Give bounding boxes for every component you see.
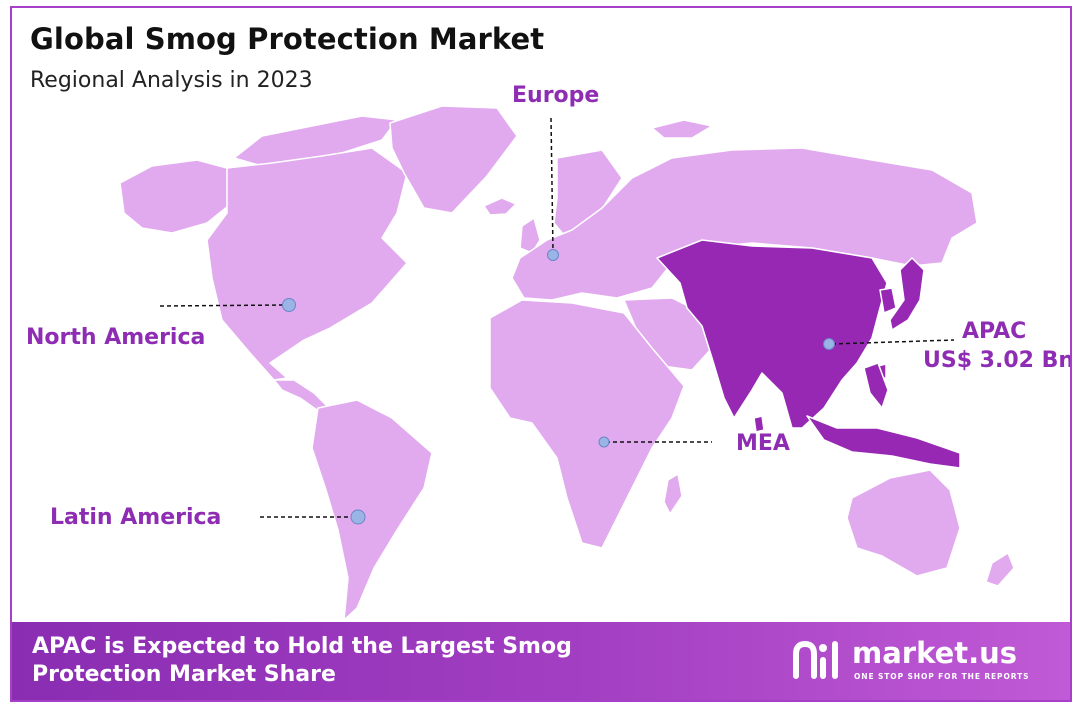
apac-label: APAC: [962, 319, 1027, 344]
russian-arctic-islands: [651, 119, 713, 139]
apac-korea: [879, 287, 897, 314]
eurasia: [511, 147, 978, 301]
footer-line-2: Protection Market Share: [32, 662, 336, 687]
latin-america-marker: [350, 509, 366, 525]
alaska: [119, 159, 233, 234]
brand-tagline: ONE STOP SHOP FOR THE REPORTS: [854, 672, 1030, 681]
footer-line-1: APAC is Expected to Hold the Largest Smo…: [32, 634, 572, 659]
apac-mainland: [656, 239, 888, 429]
brand-name: market.us: [852, 636, 1018, 670]
europe-marker: [547, 249, 559, 261]
iceland: [483, 197, 517, 216]
infographic-frame: Global Smog Protection Market Regional A…: [10, 6, 1072, 702]
australia: [846, 469, 961, 577]
central-america: [273, 379, 328, 411]
europe-label: Europe: [512, 83, 600, 108]
japan: [889, 257, 925, 331]
madagascar: [663, 473, 683, 515]
footer-text: APAC is Expected to Hold the Largest Smo…: [32, 633, 572, 689]
mea-label: MEA: [736, 431, 790, 456]
page-title: Global Smog Protection Market: [30, 22, 545, 56]
new-zealand: [985, 552, 1015, 587]
page-subtitle: Regional Analysis in 2023: [30, 68, 313, 93]
south-america: [311, 399, 433, 621]
mea-marker: [598, 436, 610, 448]
brand-logo[interactable]: market.us ONE STOP SHOP FOR THE REPORTS: [790, 634, 1040, 686]
apac-marker: [823, 338, 835, 350]
north-america-marker: [282, 298, 296, 312]
sri-lanka: [753, 415, 765, 433]
indonesia: [806, 415, 961, 469]
africa: [489, 299, 685, 549]
greenland: [389, 105, 518, 214]
world-map: [119, 105, 1015, 621]
north-america-label: North America: [26, 325, 206, 350]
latin-america-label: Latin America: [50, 505, 222, 530]
market-us-logo-icon: [793, 640, 838, 679]
apac-value: US$ 3.02 Bn: [923, 348, 1072, 373]
footer-banner: APAC is Expected to Hold the Largest Smo…: [12, 622, 1070, 700]
north-america: [206, 147, 408, 381]
philippines: [863, 362, 889, 409]
